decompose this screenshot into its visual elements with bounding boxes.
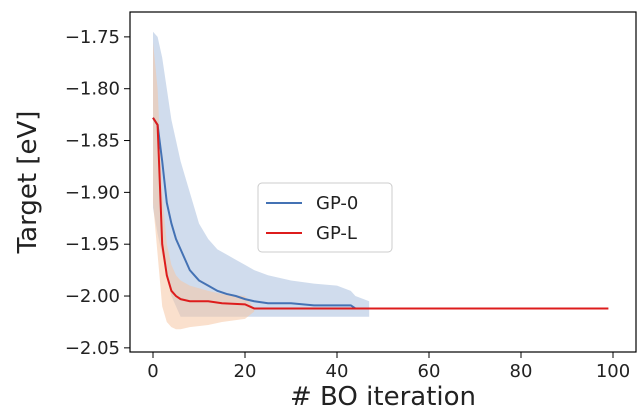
confidence-band [153, 31, 370, 317]
y-tick-label: −1.95 [65, 234, 120, 255]
legend-box [257, 182, 393, 253]
x-tick-label: 0 [147, 361, 158, 382]
y-axis-label: Target [eV] [13, 111, 43, 255]
x-axis-label: # BO iteration [290, 382, 476, 412]
y-tick-label: −1.90 [65, 182, 120, 203]
y-tick-label: −1.85 [65, 131, 120, 152]
x-tick-label: 80 [510, 361, 533, 382]
plot-frame [129, 11, 637, 353]
x-tick-label: 20 [234, 361, 257, 382]
legend-label: GP-0 [316, 193, 358, 214]
y-tick-label: −1.75 [65, 27, 120, 48]
legend-label: GP-L [316, 223, 357, 244]
y-tick-label: −1.80 [65, 79, 120, 100]
x-tick-label: 40 [326, 361, 349, 382]
x-tick-label: 60 [418, 361, 441, 382]
line [152, 117, 609, 310]
y-tick-label: −2.05 [65, 338, 120, 359]
y-tick-label: −2.00 [65, 286, 120, 307]
line [152, 117, 356, 310]
confidence-band [153, 42, 255, 330]
x-tick-label: 100 [596, 361, 630, 382]
